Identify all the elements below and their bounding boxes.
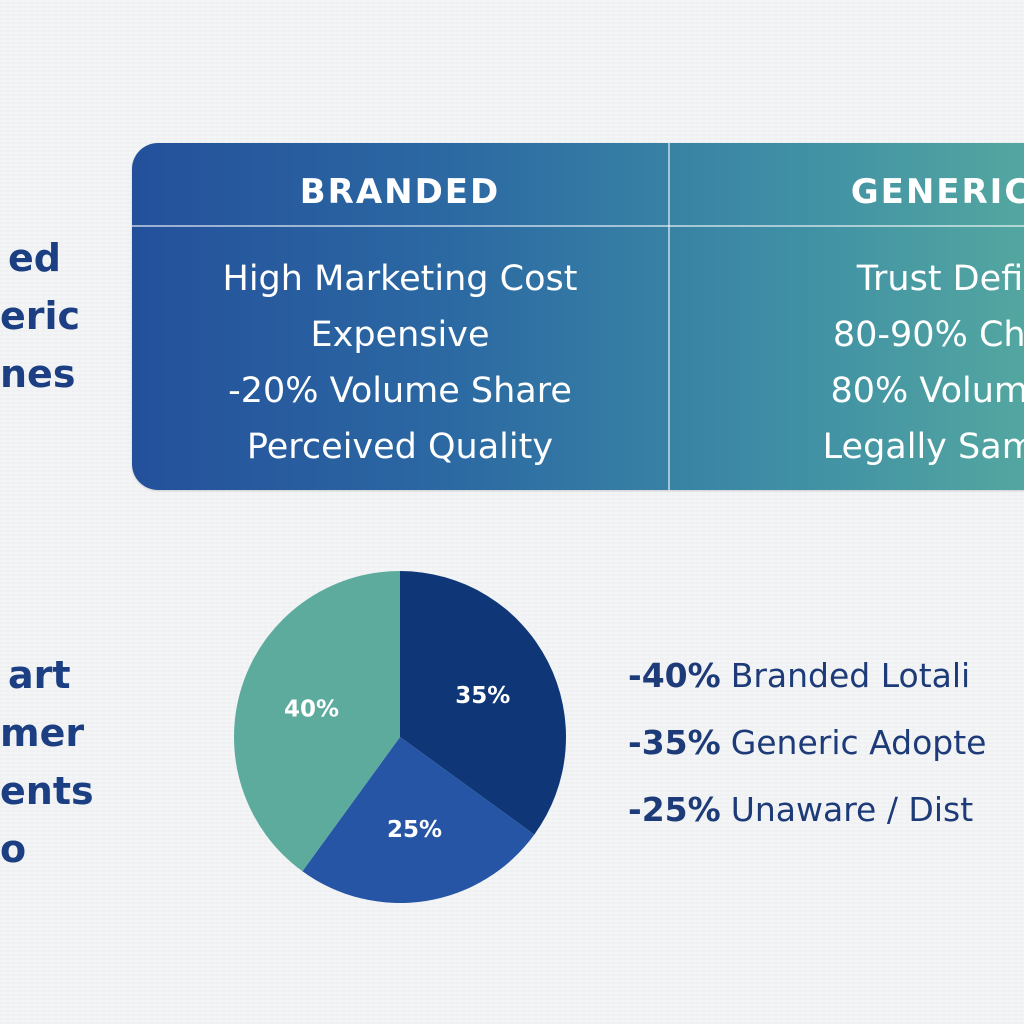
legend-percent: -25% <box>628 790 721 829</box>
legend-item: -35% Generic Adopte <box>628 715 986 782</box>
branded-item: -20% Volume Share <box>228 371 572 411</box>
pie-slice-label: 35% <box>455 683 510 709</box>
pie-slice-label: 25% <box>387 817 442 843</box>
pie-legend: -40% Branded Lotali -35% Generic Adopte -2… <box>628 648 986 849</box>
legend-item: -25% Unaware / Dist <box>628 782 986 849</box>
side-text-line: ed <box>8 236 61 280</box>
generic-item: 80% Volume <box>830 371 1024 411</box>
legend-label: Generic Adopte <box>730 723 987 762</box>
side-text-bottom: art mer ents o <box>0 646 94 878</box>
side-text-line: ents <box>0 769 94 813</box>
pie-slice-label: 40% <box>284 696 339 722</box>
side-text-line: o <box>0 827 27 871</box>
legend-percent: -40% <box>628 656 721 695</box>
legend-percent: -35% <box>628 723 721 762</box>
branded-items: High Marketing Cost Expensive -20% Volum… <box>132 251 668 475</box>
side-text-line: eric <box>0 294 81 338</box>
side-text-line: art <box>8 653 71 697</box>
generic-item: Legally Same <box>822 427 1024 467</box>
branded-header: BRANDED <box>299 172 501 212</box>
legend-label: Branded Lotali <box>730 656 971 695</box>
generic-item: Trust Defi <box>856 259 1024 299</box>
comparison-table: BRANDED GENERIC High Marketing Cost Expe… <box>132 143 1024 490</box>
branded-item: Perceived Quality <box>246 427 554 467</box>
generic-items: Trust Defi 80-90% Che 80% Volume Legally… <box>670 251 1024 475</box>
generic-header: GENERIC <box>850 172 1024 212</box>
column-divider <box>668 143 670 490</box>
legend-item: -40% Branded Lotali <box>628 648 986 715</box>
branded-item: Expensive <box>310 315 490 355</box>
pie-slice <box>302 737 535 903</box>
pie-slice <box>400 571 566 835</box>
side-text-line: mer <box>0 711 85 755</box>
branded-item: High Marketing Cost <box>222 259 578 299</box>
pie-slice <box>234 571 400 872</box>
side-text-line: nes <box>0 352 76 396</box>
legend-label: Unaware / Dist <box>730 790 974 829</box>
table-header-row <box>132 143 1024 227</box>
generic-item: 80-90% Che <box>832 315 1024 355</box>
side-text-top: ed eric nes <box>0 229 80 403</box>
